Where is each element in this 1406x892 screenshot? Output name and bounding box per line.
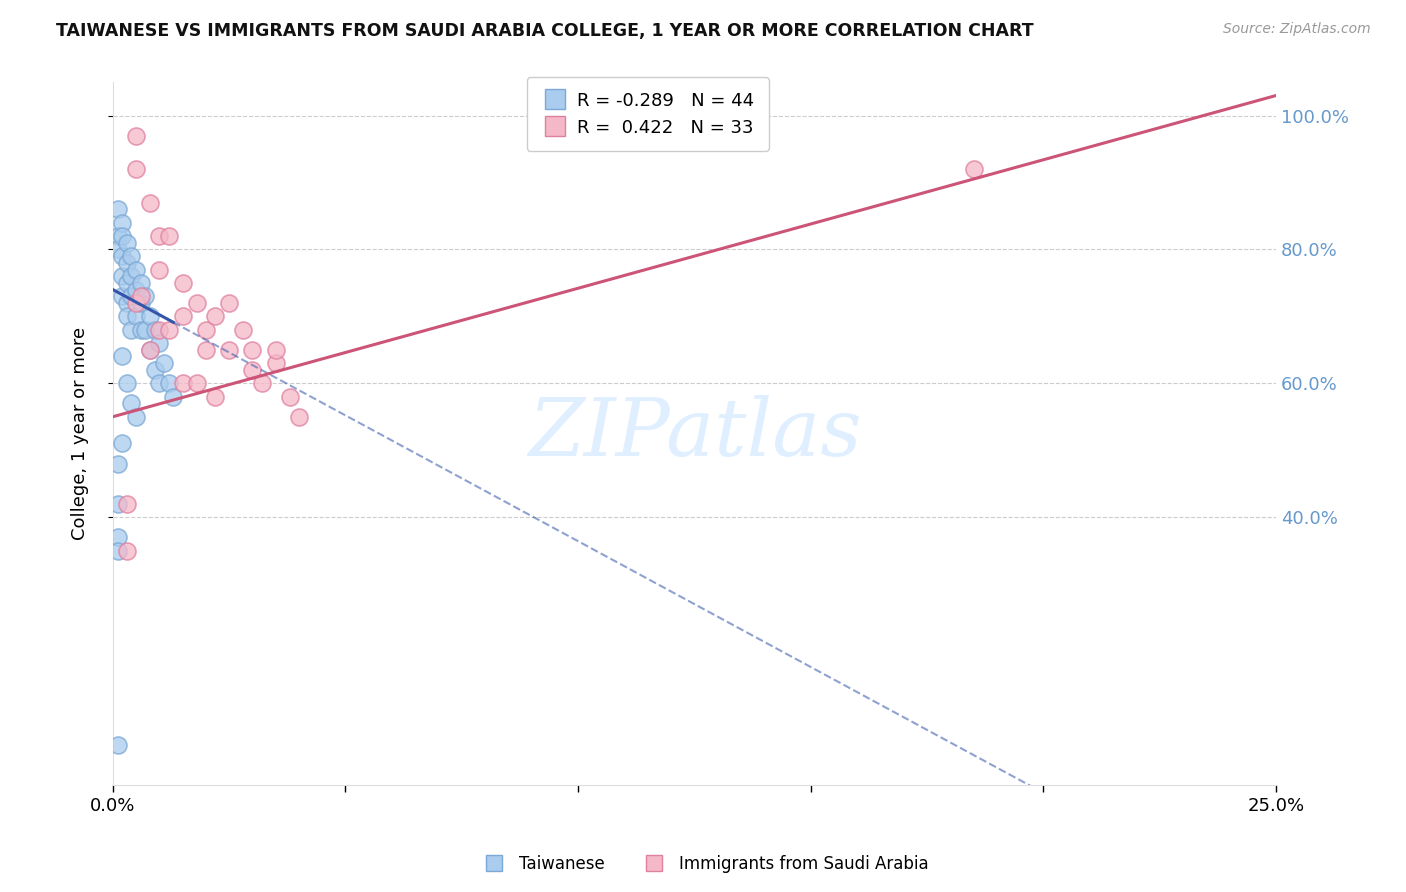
Point [111, 436, 134, 450]
Point [129, 296, 152, 310]
Point [107, 543, 129, 558]
Point [242, 343, 264, 357]
Point [204, 310, 226, 324]
Point [129, 276, 152, 290]
Point [111, 216, 134, 230]
Point [115, 276, 138, 290]
Point [139, 343, 162, 357]
Point [125, 162, 148, 177]
Point [186, 376, 208, 391]
Text: ZIPatlas: ZIPatlas [527, 394, 860, 472]
Point [264, 343, 287, 357]
Point [107, 202, 129, 217]
Point [288, 409, 311, 424]
Point [139, 310, 162, 324]
Point [125, 128, 148, 143]
Point [115, 235, 138, 250]
Point [107, 738, 129, 752]
Point [115, 376, 138, 391]
Point [242, 363, 264, 377]
Point [194, 323, 217, 337]
Point [186, 296, 208, 310]
Point [157, 229, 180, 244]
Point [129, 289, 152, 303]
Point [111, 229, 134, 244]
Point [111, 269, 134, 284]
Point [125, 409, 148, 424]
Point [120, 269, 142, 284]
Point [962, 162, 984, 177]
Point [120, 323, 142, 337]
Point [157, 323, 180, 337]
Point [107, 243, 129, 257]
Point [107, 497, 129, 511]
Legend: Taiwanese, Immigrants from Saudi Arabia: Taiwanese, Immigrants from Saudi Arabia [471, 848, 935, 880]
Point [148, 323, 170, 337]
Point [172, 376, 194, 391]
Point [148, 376, 170, 391]
Point [250, 376, 273, 391]
Point [148, 262, 170, 277]
Text: Source: ZipAtlas.com: Source: ZipAtlas.com [1223, 22, 1371, 37]
Point [115, 256, 138, 270]
Point [172, 276, 194, 290]
Point [278, 390, 301, 404]
Point [129, 323, 152, 337]
Point [194, 343, 217, 357]
Point [153, 356, 176, 370]
Point [111, 289, 134, 303]
Point [172, 310, 194, 324]
Point [134, 289, 156, 303]
Y-axis label: College, 1 year or more: College, 1 year or more [72, 326, 89, 540]
Point [162, 390, 184, 404]
Point [111, 350, 134, 364]
Point [107, 530, 129, 544]
Point [107, 457, 129, 471]
Point [115, 497, 138, 511]
Point [115, 296, 138, 310]
Point [204, 390, 226, 404]
Point [111, 249, 134, 263]
Point [232, 323, 254, 337]
Point [115, 543, 138, 558]
Point [120, 396, 142, 410]
Point [139, 195, 162, 210]
Point [148, 336, 170, 351]
Point [107, 229, 129, 244]
Point [125, 262, 148, 277]
Text: TAIWANESE VS IMMIGRANTS FROM SAUDI ARABIA COLLEGE, 1 YEAR OR MORE CORRELATION CH: TAIWANESE VS IMMIGRANTS FROM SAUDI ARABI… [56, 22, 1033, 40]
Point [125, 310, 148, 324]
Point [120, 249, 142, 263]
Point [218, 296, 240, 310]
Point [125, 296, 148, 310]
Point [143, 363, 166, 377]
Point [120, 289, 142, 303]
Point [264, 356, 287, 370]
Point [148, 229, 170, 244]
Point [134, 323, 156, 337]
Point [125, 283, 148, 297]
Legend: R = -0.289   N = 44, R =  0.422   N = 33: R = -0.289 N = 44, R = 0.422 N = 33 [527, 77, 769, 151]
Point [218, 343, 240, 357]
Point [143, 323, 166, 337]
Point [115, 310, 138, 324]
Point [139, 343, 162, 357]
Point [157, 376, 180, 391]
